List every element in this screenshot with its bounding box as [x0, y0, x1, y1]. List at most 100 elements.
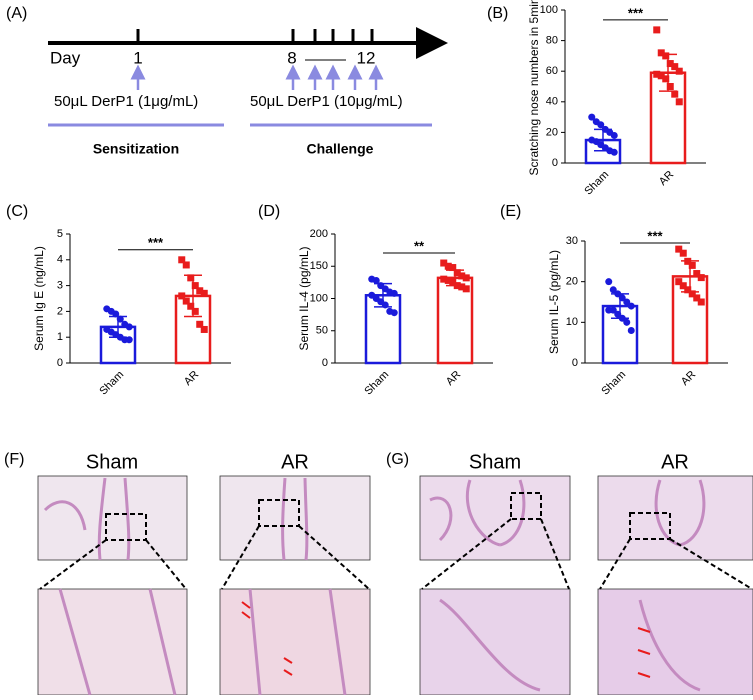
panel-label: (C)	[6, 203, 28, 220]
data-point	[618, 294, 626, 302]
data-point	[666, 60, 674, 68]
data-point	[390, 289, 398, 297]
data-point	[458, 283, 466, 291]
data-point	[191, 282, 199, 290]
y-tick-label: 3	[57, 280, 63, 292]
x-tick-label: AR	[679, 369, 698, 388]
data-point	[675, 98, 683, 106]
data-point	[588, 113, 596, 121]
data-point	[462, 274, 470, 282]
data-point	[182, 297, 190, 305]
data-point	[688, 290, 696, 298]
data-point	[191, 307, 199, 315]
day-number: 8	[287, 48, 296, 67]
y-tick-label: 0	[552, 157, 558, 169]
y-tick-label: 100	[540, 4, 558, 16]
phase-label: Sensitization	[93, 141, 179, 157]
data-point	[196, 287, 204, 295]
red-arrows	[241, 601, 651, 678]
y-tick-label: 1	[57, 331, 63, 343]
data-point	[125, 323, 133, 331]
y-tick-label: 100	[310, 292, 328, 304]
data-point	[178, 256, 186, 264]
significance-label: ***	[628, 5, 644, 20]
data-point	[657, 49, 665, 57]
data-point	[627, 302, 635, 310]
y-tick-label: 4	[57, 254, 63, 266]
data-point	[597, 121, 605, 129]
data-point	[458, 272, 466, 280]
data-point	[444, 262, 452, 270]
data-point	[444, 276, 452, 284]
dose-label: 50μL DerP1 (1μg/mL)	[54, 93, 198, 110]
histology: (F) (G) Sham AR Sham AR	[4, 451, 753, 696]
data-point	[623, 298, 631, 306]
y-tick-label: 0	[57, 357, 63, 369]
day-number: 1	[133, 48, 142, 67]
data-point	[187, 302, 195, 310]
data-point	[390, 309, 398, 317]
data-point	[684, 257, 692, 265]
y-tick-label: 150	[310, 260, 328, 272]
y-axis-label: Serum IL-5 (pg/mL)	[547, 250, 561, 354]
day-number: 12	[357, 48, 376, 67]
data-point	[112, 310, 120, 318]
data-point	[693, 294, 701, 302]
panel-label: (F)	[4, 451, 24, 468]
data-point	[662, 52, 670, 60]
x-tick-label: AR	[444, 369, 463, 388]
data-point	[609, 286, 617, 294]
timeline: (A) Day 1 8 12 50μL DerP1 (1μg/mL) 50μL …	[6, 5, 448, 157]
y-tick-label: 80	[546, 35, 558, 47]
x-tick-label: Sham	[97, 369, 126, 398]
data-point	[653, 70, 661, 78]
y-tick-label: 60	[546, 65, 558, 77]
data-point	[679, 282, 687, 290]
day-label: Day	[50, 48, 81, 67]
data-point	[200, 325, 208, 333]
data-point	[697, 274, 705, 282]
y-axis-label: Serum Ig E (ng/mL)	[32, 246, 46, 351]
x-tick-label: Sham	[362, 369, 391, 398]
y-tick-label: 200	[310, 228, 328, 240]
y-tick-label: 5	[57, 228, 63, 240]
phase-label: Challenge	[307, 141, 374, 157]
data-point	[453, 282, 461, 290]
data-point	[605, 278, 613, 286]
data-point	[609, 306, 617, 314]
data-point	[618, 314, 626, 322]
significance-label: ***	[148, 235, 164, 250]
day-ticks	[136, 29, 374, 43]
panel-label: (E)	[500, 203, 521, 220]
data-point	[671, 63, 679, 71]
data-point	[462, 285, 470, 293]
x-tick-label: AR	[182, 369, 201, 388]
data-point	[627, 326, 635, 334]
data-point	[440, 275, 448, 283]
data-point	[675, 278, 683, 286]
data-point	[653, 26, 661, 34]
significance-label: **	[414, 238, 425, 253]
panel-label: (D)	[258, 203, 280, 220]
micrographs	[37, 475, 753, 696]
group-label: Sham	[86, 451, 138, 473]
data-point	[697, 298, 705, 306]
tissue	[43, 477, 706, 696]
data-point	[440, 259, 448, 267]
data-point	[381, 301, 389, 309]
y-tick-label: 20	[546, 126, 558, 138]
data-point	[623, 318, 631, 326]
data-point	[675, 245, 683, 253]
y-axis-label: Scratching nose numbers in 5min	[527, 0, 541, 176]
significance-label: ***	[647, 228, 663, 243]
group-label: AR	[661, 451, 689, 473]
group-label: AR	[281, 451, 309, 473]
data-point	[449, 278, 457, 286]
y-tick-label: 10	[566, 316, 578, 328]
x-tick-label: Sham	[599, 369, 628, 398]
data-point	[614, 290, 622, 298]
x-tick-label: AR	[657, 169, 676, 188]
group-label: Sham	[469, 451, 521, 473]
data-point	[178, 292, 186, 300]
